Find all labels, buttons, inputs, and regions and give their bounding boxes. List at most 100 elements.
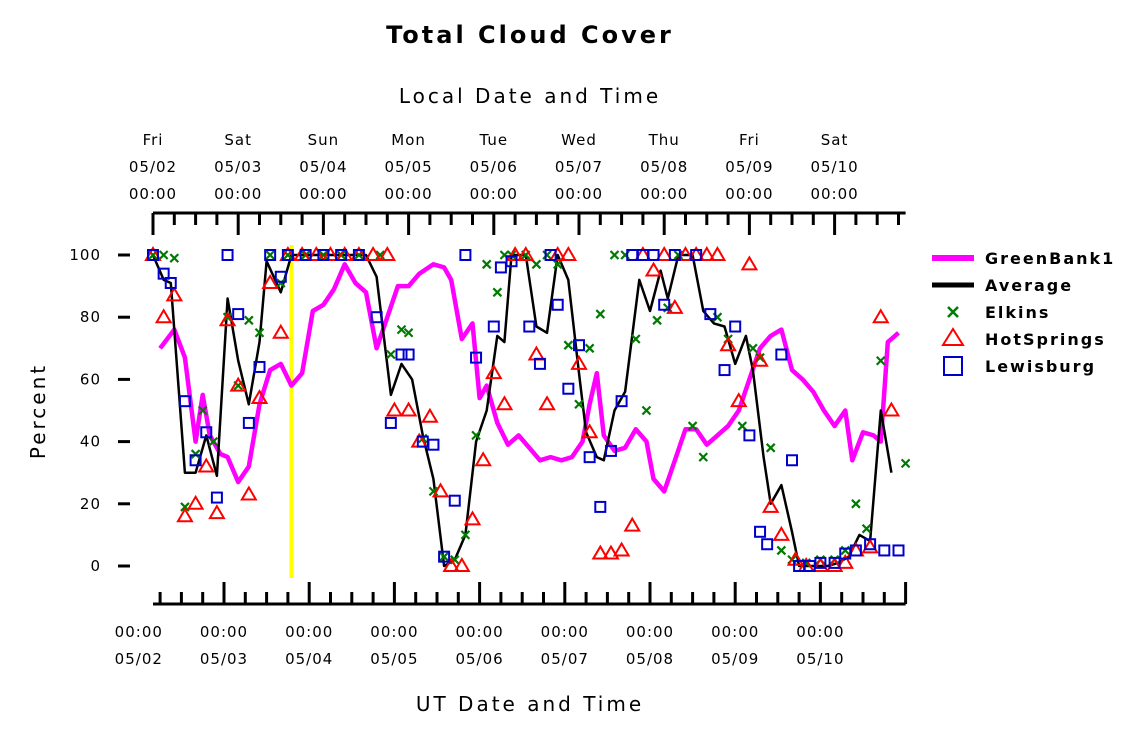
elkins-point	[851, 499, 861, 509]
bottom-tick-date-label: 05/04	[285, 650, 333, 668]
elkins-marker-stroke	[439, 551, 449, 562]
hotsprings-point	[872, 308, 890, 324]
elkins-marker-stroke	[595, 309, 606, 319]
lewisburg-point	[253, 360, 266, 373]
lewisburg-point	[814, 556, 827, 569]
elkins-point	[737, 421, 748, 431]
top-tick-time-label: 00:00	[470, 185, 518, 203]
elkins-point	[276, 278, 286, 288]
elkins-point	[386, 349, 396, 360]
series-hotsprings	[144, 246, 901, 572]
elkins-marker-stroke	[208, 436, 219, 447]
lewisburg-point	[743, 429, 756, 442]
bottom-tick-date-label: 05/02	[115, 650, 163, 668]
elkins-point	[460, 530, 471, 540]
lewisburg-point	[210, 491, 223, 504]
lewisburg-point	[494, 261, 507, 274]
hotsprings-point	[612, 541, 631, 557]
elkins-marker-stroke	[254, 327, 265, 338]
hotsprings-point	[208, 504, 226, 520]
hotsprings-point	[861, 538, 879, 554]
lewisburg-point	[849, 544, 862, 557]
elkins-point	[254, 327, 265, 338]
lewisburg-point	[299, 249, 312, 261]
hotsprings-point	[882, 401, 901, 417]
elkins-point	[748, 343, 758, 354]
elkins-point	[222, 312, 233, 322]
elkins-marker-stroke	[861, 523, 872, 534]
lewisburg-point	[352, 249, 365, 261]
lewisburg-point	[232, 308, 245, 321]
lewisburg-point	[384, 416, 397, 429]
bottom-tick-time-label: 00:00	[626, 623, 674, 641]
hotsprings-point	[364, 246, 382, 261]
hotsprings-point	[548, 246, 567, 261]
bottom-tick-date-label: 05/09	[711, 650, 759, 668]
elkins-marker-stroke	[428, 486, 439, 497]
x-axis-title: UT Date and Time	[416, 692, 644, 716]
lewisburg-point	[718, 364, 731, 377]
lewisburg-point	[583, 451, 596, 464]
elkins-marker-stroke	[737, 421, 748, 431]
legend-label-greenbank1: GreenBank1	[985, 249, 1115, 268]
top-tick-date-label: 05/07	[555, 158, 603, 176]
lewisburg-point	[544, 249, 557, 261]
legend: GreenBank1 Average Elkins HotSprings Lewisbu…	[932, 249, 1115, 376]
elkins-marker-stroke	[190, 449, 201, 459]
hotsprings-point	[218, 311, 237, 327]
bottom-tick-date-label: 05/10	[796, 650, 844, 668]
legend-item-hotsprings: HotSprings	[941, 327, 1104, 349]
hotsprings-point	[495, 395, 514, 411]
top-tick-date-label: 05/08	[640, 158, 688, 176]
series-lewisburg	[147, 249, 905, 572]
bottom-tick-date-label: 05/05	[370, 650, 418, 668]
elkins-point	[375, 250, 385, 260]
elkins-point	[584, 343, 595, 354]
bottom-tick-time-label: 00:00	[455, 623, 503, 641]
elkins-marker-stroke	[765, 443, 776, 453]
lewisburg-point	[761, 538, 774, 551]
elkins-marker-stroke	[318, 250, 329, 260]
hotsprings-point	[197, 457, 215, 473]
lewisburg-point	[448, 494, 461, 507]
top-tick-day-label: Fri	[739, 131, 760, 149]
lewisburg-point	[178, 395, 191, 408]
elkins-marker-stroke	[641, 405, 652, 416]
lewisburg-point	[523, 320, 536, 333]
hotsprings-point	[463, 510, 482, 526]
top-tick-date-label: 05/03	[214, 158, 262, 176]
legend-item-lewisburg: Lewisburg	[943, 356, 1094, 376]
elkins-point	[471, 430, 481, 441]
hotsprings-point	[421, 407, 439, 423]
y-tick-label: 40	[80, 433, 101, 451]
hotsprings-point	[761, 497, 780, 513]
elkins-point	[641, 405, 652, 416]
bottom-tick-date-label: 05/08	[626, 650, 674, 668]
bottom-tick-date-label: 05/03	[200, 650, 248, 668]
lewisburg-point	[828, 556, 841, 569]
top-tick-day-label: Sat	[821, 131, 849, 149]
hotsprings-point	[666, 298, 684, 314]
elkins-marker-stroke	[481, 259, 492, 270]
elkins-marker-stroke	[776, 545, 787, 556]
bottom-tick-time-label: 00:00	[541, 623, 589, 641]
hotsprings-point	[272, 323, 290, 339]
top-tick-date-label: 05/06	[470, 158, 518, 176]
elkins-marker-stroke	[403, 327, 414, 338]
top-tick-time-label: 00:00	[725, 185, 773, 203]
top-tick-time-label: 00:00	[384, 185, 432, 203]
hotsprings-point	[570, 354, 588, 370]
elkins-marker-stroke	[244, 315, 254, 326]
lewisburg-point	[704, 308, 717, 321]
elkins-point	[396, 324, 407, 335]
top-tick-date-label: 05/04	[299, 158, 347, 176]
elkins-point	[531, 259, 542, 270]
elkins-marker-stroke	[222, 312, 233, 322]
top-tick-date-label: 05/09	[725, 158, 773, 176]
hotsprings-point	[676, 246, 695, 261]
legend-label-elkins: Elkins	[985, 303, 1050, 322]
lewisburg-point	[594, 500, 607, 513]
elkins-point	[197, 405, 208, 416]
top-tick-date-label: 05/02	[129, 158, 177, 176]
hotsprings-point	[240, 485, 258, 501]
